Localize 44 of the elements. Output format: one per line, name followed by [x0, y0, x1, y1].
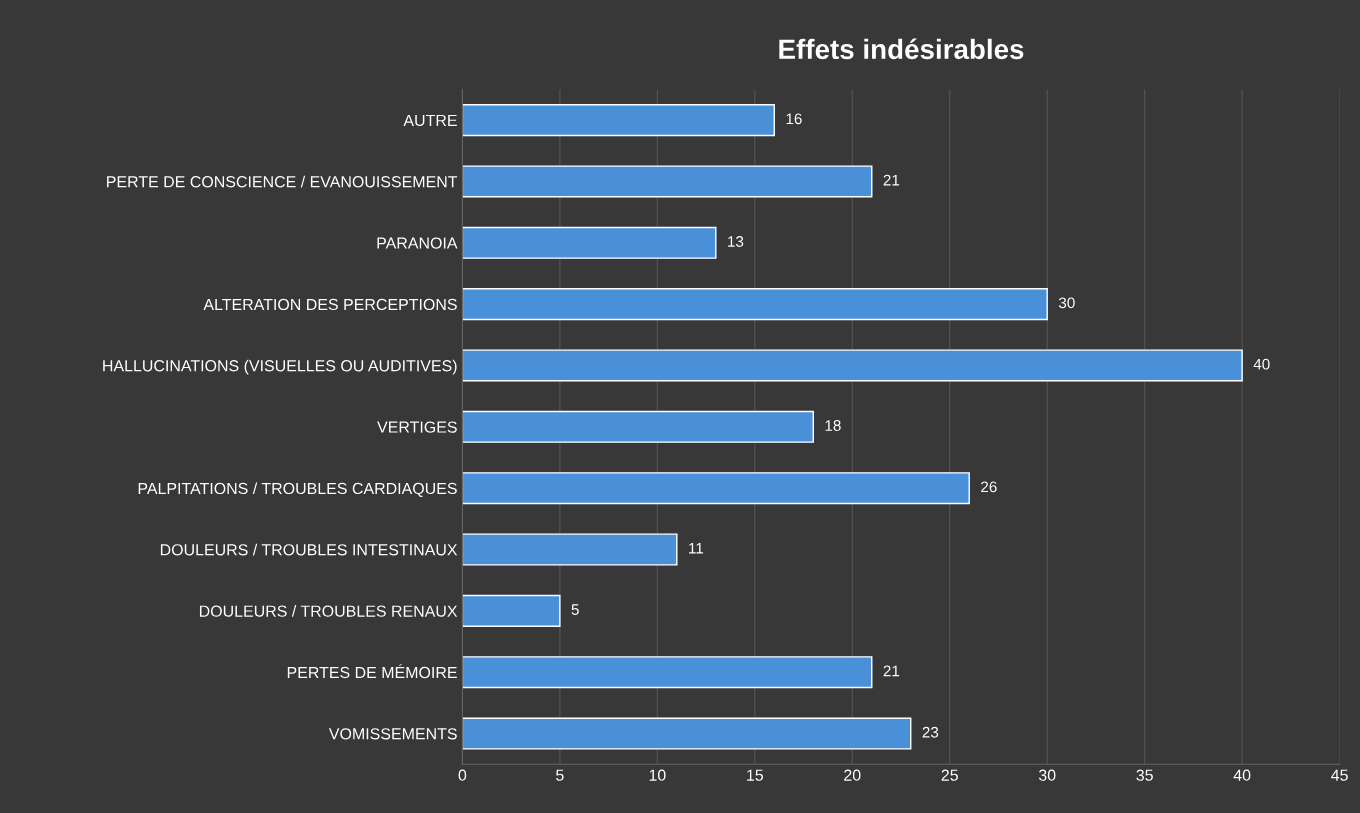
data-label: 30	[1058, 297, 1075, 309]
y-tick-label: DOULEURS / TROUBLES INTESTINAUX	[160, 543, 458, 556]
y-tick-label: PERTE DE CONSCIENCE / EVANOUISSEMENT	[107, 175, 458, 188]
bar	[462, 349, 1243, 382]
data-label: 21	[883, 174, 900, 186]
x-tick-label: 40	[1233, 769, 1251, 781]
bar	[462, 472, 970, 505]
y-tick-label: DOULEURS / TROUBLES RENAUX	[199, 605, 458, 617]
x-tick-label: 35	[1136, 769, 1153, 781]
data-label: 13	[728, 236, 744, 247]
data-label: 16	[786, 113, 802, 125]
data-label: 26	[981, 481, 997, 493]
data-label: 11	[689, 542, 704, 554]
x-tick-label: 45	[1331, 769, 1348, 781]
y-tick-label: ALTERATION DES PERCEPTIONS	[203, 298, 457, 311]
x-tick-label: 5	[556, 769, 564, 781]
bar	[462, 165, 873, 198]
x-tick-label: 20	[844, 769, 861, 781]
bar	[462, 226, 717, 259]
data-label: 40	[1253, 358, 1270, 370]
y-tick-label: PERTES DE MÉMOIRE	[287, 664, 457, 679]
data-label: 21	[883, 665, 900, 677]
x-tick-label: 30	[1038, 769, 1056, 781]
y-tick-label: HALLUCINATIONS (VISUELLES OU AUDITIVES)	[103, 359, 457, 375]
bar	[462, 410, 814, 443]
y-tick-label: PALPITATIONS / TROUBLES CARDIAQUES	[138, 482, 457, 497]
x-tick-label: 25	[941, 769, 958, 781]
x-tick-label: 10	[649, 769, 666, 781]
data-label: 18	[825, 420, 841, 431]
bar	[462, 594, 561, 627]
bar	[462, 288, 1048, 321]
chart-title: Effets indésirables	[779, 38, 1024, 60]
bar	[462, 533, 678, 566]
x-tick-label: 0	[458, 769, 467, 781]
data-label: 5	[571, 604, 579, 615]
y-tick-label: AUTRE	[403, 114, 457, 127]
y-tick-label: PARANOIA	[377, 237, 458, 249]
x-tick-label: 15	[747, 769, 764, 781]
bar	[462, 656, 873, 689]
bar	[462, 717, 912, 750]
bar	[462, 104, 775, 137]
y-tick-label: VOMISSEMENTS	[328, 728, 457, 740]
data-label: 23	[922, 726, 939, 738]
y-tick-label: VERTIGES	[377, 421, 457, 433]
